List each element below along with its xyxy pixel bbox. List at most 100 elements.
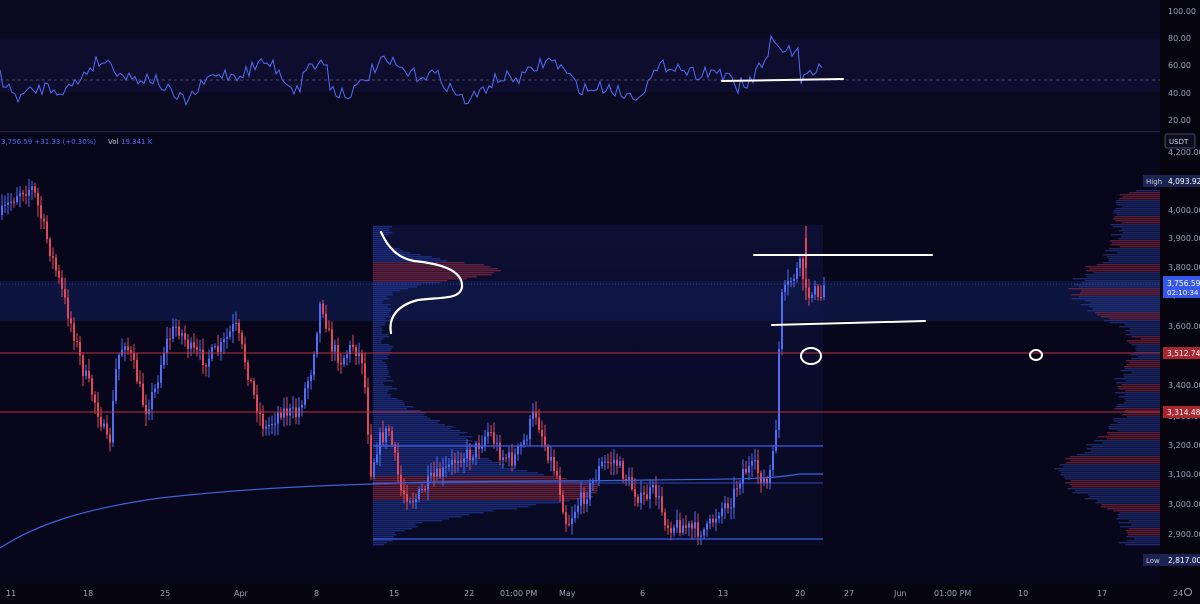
candle-body xyxy=(424,488,426,490)
candle-body xyxy=(169,338,171,340)
profile-bar xyxy=(373,282,441,284)
profile-bar xyxy=(373,450,477,452)
candle-body xyxy=(457,461,459,463)
candle-body xyxy=(505,457,507,459)
profile-bar xyxy=(373,472,539,474)
profile-bar xyxy=(373,312,390,314)
candle-body xyxy=(634,489,636,497)
candle-body xyxy=(391,430,393,445)
candle-body xyxy=(136,359,138,382)
candle-body xyxy=(385,428,387,442)
high-value: 4,093.92 xyxy=(1168,177,1200,186)
profile-bar-right xyxy=(1084,280,1160,282)
candle-body xyxy=(367,387,369,435)
candle-body xyxy=(433,472,435,477)
profile-bar-right xyxy=(1115,200,1160,202)
profile-bar-right xyxy=(1136,190,1160,192)
currency-selector[interactable] xyxy=(1164,133,1196,149)
profile-bar xyxy=(373,436,473,438)
profile-bar xyxy=(373,248,400,250)
candle-body xyxy=(259,412,261,414)
candle-body xyxy=(775,429,777,451)
profile-bar-right xyxy=(1121,228,1160,230)
profile-bar-right xyxy=(1109,318,1160,320)
candle-body xyxy=(400,474,402,491)
candle-body xyxy=(445,466,447,468)
profile-bar-right xyxy=(1106,256,1160,258)
candle-body xyxy=(610,462,612,464)
profile-bar-right xyxy=(1126,364,1160,366)
profile-bar-right xyxy=(1116,214,1160,216)
time-label: 25 xyxy=(160,589,170,598)
profile-bar-right xyxy=(1071,486,1160,488)
oscillator-tick: 100.00 xyxy=(1168,7,1196,16)
candle-body xyxy=(628,477,630,481)
candle-body xyxy=(484,436,486,446)
profile-bar xyxy=(373,232,393,234)
profile-bar xyxy=(373,498,582,500)
candle-body xyxy=(262,413,264,429)
candle-body xyxy=(481,445,483,449)
candle-body xyxy=(766,478,768,484)
candle-body xyxy=(730,507,732,509)
profile-bar xyxy=(373,340,382,342)
price-tick: 3,800.00 xyxy=(1168,263,1200,272)
profile-bar xyxy=(373,502,559,504)
candle-body xyxy=(388,428,390,431)
profile-bar xyxy=(373,434,460,436)
profile-bar xyxy=(373,518,449,520)
profile-bar-right xyxy=(1094,440,1160,442)
candle-body xyxy=(349,344,351,355)
candle-body xyxy=(190,342,192,349)
profile-bar-right xyxy=(1118,388,1160,390)
candle-body xyxy=(157,382,159,389)
candle-body xyxy=(469,449,471,461)
profile-bar xyxy=(373,292,393,294)
price-tick: 2,900.00 xyxy=(1168,530,1200,539)
profile-bar-right xyxy=(1114,378,1160,380)
profile-bar-right xyxy=(1125,380,1160,382)
settings-gear-icon[interactable] xyxy=(1184,588,1192,596)
profile-bar xyxy=(373,344,390,346)
profile-bar-right xyxy=(1109,240,1160,242)
profile-bar xyxy=(373,230,390,232)
candle-body xyxy=(811,294,813,298)
candle-body xyxy=(241,332,243,345)
candle-body xyxy=(382,432,384,442)
profile-bar xyxy=(373,314,390,316)
candle-body xyxy=(802,258,804,280)
candle-body xyxy=(304,388,306,405)
profile-bar xyxy=(373,500,570,502)
candle-body xyxy=(640,492,642,503)
candle-body xyxy=(217,346,219,352)
profile-bar-right xyxy=(1089,306,1160,308)
profile-bar-right xyxy=(1118,198,1160,200)
candle-body xyxy=(271,423,273,425)
profile-bar xyxy=(373,474,545,476)
profile-bar-right xyxy=(1059,464,1160,466)
candle-body xyxy=(703,529,705,536)
candle-body xyxy=(526,439,528,441)
candle-body xyxy=(817,286,819,297)
candle-body xyxy=(604,461,606,463)
oscillator-tick: 60.00 xyxy=(1168,61,1191,70)
price-tick: 3,600.00 xyxy=(1168,322,1200,331)
profile-bar xyxy=(373,318,386,320)
candle-body xyxy=(283,408,285,418)
candle-body xyxy=(460,461,462,463)
profile-bar xyxy=(373,508,518,510)
profile-bar-right xyxy=(1128,520,1160,522)
profile-bar-right xyxy=(1074,490,1160,492)
profile-bar-right xyxy=(1131,358,1160,360)
profile-bar-right xyxy=(1126,536,1160,538)
profile-bar xyxy=(373,396,391,398)
candle-body xyxy=(454,459,456,463)
profile-bar-right xyxy=(1124,398,1160,400)
profile-bar xyxy=(373,392,388,394)
profile-bar-right xyxy=(1101,504,1160,506)
profile-bar-right xyxy=(1114,392,1160,394)
profile-bar xyxy=(373,470,528,472)
profile-bar-right xyxy=(1125,544,1160,546)
candle-body xyxy=(16,196,18,203)
